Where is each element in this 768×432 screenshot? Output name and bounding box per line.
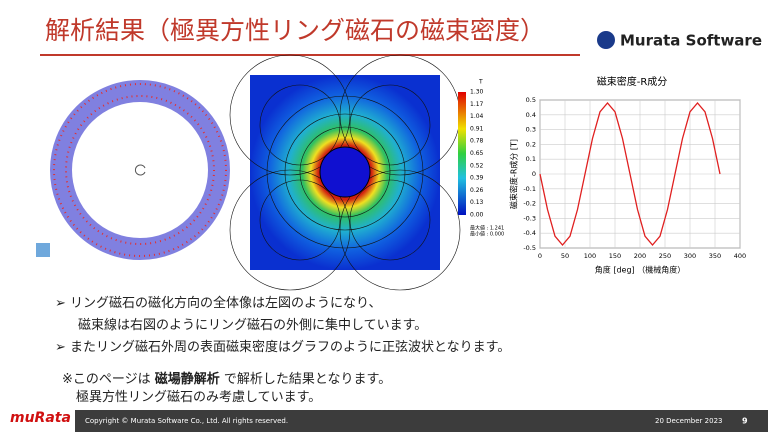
page-number: 9 [742, 417, 748, 426]
x-tick-label: 100 [584, 252, 596, 260]
bullet-text: 磁束線は右図のようにリング磁石の外側に集中しています。 [78, 318, 428, 333]
title-rule [40, 54, 580, 56]
note-text: ※このページは [62, 372, 155, 387]
y-tick-label: -0.1 [523, 185, 536, 193]
legend-label: 0.39 [470, 175, 484, 182]
color-bar [458, 92, 466, 215]
logo-globe [597, 31, 615, 49]
y-tick-label: 0.4 [526, 111, 536, 119]
legend-label: 0.78 [470, 138, 484, 145]
y-tick-label: -0.5 [523, 244, 536, 252]
y-tick-label: 0 [532, 170, 536, 178]
legend-label: 1.17 [470, 101, 484, 108]
center-mark [135, 164, 146, 176]
legend-min: 最小値 : 0.000 [470, 231, 504, 238]
y-axis-label: 磁束密度-R成分 [T] [509, 139, 519, 209]
note-bold: 磁場静解析 [154, 372, 220, 387]
legend-label: 1.04 [470, 113, 484, 120]
y-tick-label: 0.5 [526, 96, 536, 104]
y-tick-label: 0.2 [526, 140, 536, 148]
flux-lines [229, 54, 461, 291]
bullet-text: またリング磁石外周の表面磁束密度はグラフのように正弦波状となります。 [70, 340, 511, 355]
note-text: 極異方性リング磁石のみ考慮しています。 [76, 390, 322, 405]
slide-title: 解析結果（極異方性リング磁石の磁束密度） [45, 16, 545, 45]
y-tick-label: 0.1 [526, 155, 536, 163]
legend-label: 0.91 [470, 125, 484, 132]
x-axis-label: 角度 [deg] （機械角度） [595, 265, 685, 275]
x-tick-label: 200 [634, 252, 646, 260]
legend-label: 0.00 [470, 212, 484, 219]
legend-label: 0.65 [470, 150, 484, 157]
bullet-text: リング磁石の磁化方向の全体像は左図のようになり、 [70, 296, 382, 311]
x-tick-label: 0 [538, 252, 542, 260]
legend-label: 0.26 [470, 187, 484, 194]
note-text: で解析した結果となります。 [219, 372, 392, 387]
copyright: Copyright © Murata Software Co., Ltd. Al… [85, 417, 288, 425]
bullet: ➢ リング磁石の磁化方向の全体像は左図のようになり、 [55, 296, 382, 311]
x-tick-label: 50 [561, 252, 569, 260]
x-tick-label: 400 [734, 252, 746, 260]
y-tick-label: -0.4 [523, 229, 536, 237]
footer-bar [75, 410, 768, 432]
legend-label: 1.30 [470, 89, 484, 96]
ring-magnet [50, 80, 230, 260]
y-tick-label: -0.2 [523, 200, 536, 208]
x-tick-label: 150 [609, 252, 621, 260]
legend-label: 0.52 [470, 162, 484, 169]
legend-max: 最大値 : 1.241 [470, 225, 504, 232]
y-tick-label: -0.3 [523, 214, 536, 222]
date: 20 December 2023 [655, 417, 722, 425]
magnetization-arrows [65, 95, 215, 245]
legend-label: 0.13 [470, 199, 484, 206]
magnet-bore [319, 146, 371, 198]
bullet: ➢ またリング磁石外周の表面磁束密度はグラフのように正弦波状となります。 [55, 340, 511, 355]
axis-icon [36, 243, 50, 257]
x-tick-label: 250 [659, 252, 671, 260]
brand-logo: muRata [10, 410, 71, 426]
magnetization-arrows [53, 83, 227, 257]
legend-unit: T [478, 79, 483, 86]
logo-text: Murata Software [620, 32, 762, 50]
data-line [539, 101, 721, 247]
y-tick-label: 0.3 [526, 126, 536, 134]
note: ※このページは 磁場静解析 で解析した結果となります。 [62, 368, 391, 387]
x-tick-label: 300 [684, 252, 696, 260]
chart-title: 磁束密度-R成分 [597, 75, 668, 88]
x-tick-label: 350 [709, 252, 721, 260]
